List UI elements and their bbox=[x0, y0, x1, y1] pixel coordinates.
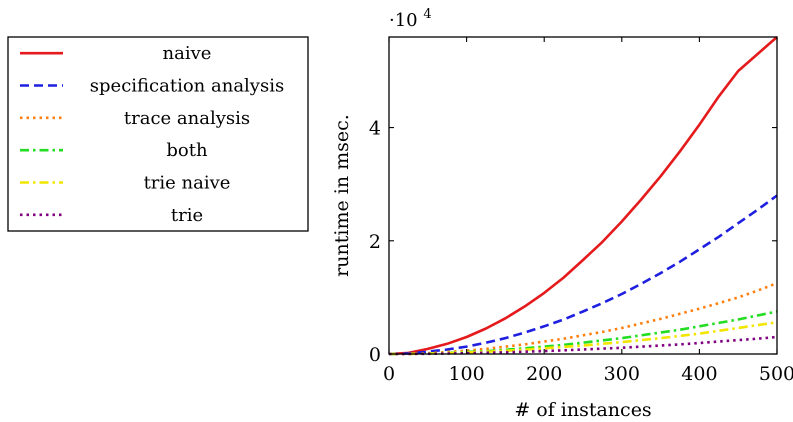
y-multiplier-exponent: 4 bbox=[423, 7, 431, 22]
plot-area: 0 100 200 300 400 500 0 2 4 bbox=[369, 36, 793, 385]
y-tick-label: 0 bbox=[369, 344, 381, 366]
legend-item: trie bbox=[20, 205, 203, 226]
y-tick-label: 2 bbox=[369, 231, 381, 253]
x-axis-label: # of instances bbox=[514, 399, 651, 421]
legend-label: both bbox=[166, 140, 208, 161]
series-line-both bbox=[388, 310, 778, 356]
series-line-specification-analysis bbox=[388, 194, 778, 356]
chart-legend: naive specification analysis trace analysi… bbox=[7, 36, 309, 232]
x-tick-label: 400 bbox=[681, 363, 717, 385]
legend-label: trace analysis bbox=[124, 108, 250, 129]
y-tick-label: 4 bbox=[369, 118, 381, 140]
legend-item: specification analysis bbox=[20, 76, 284, 97]
axis-frame bbox=[388, 36, 778, 355]
y-multiplier-base: ·10 bbox=[389, 10, 418, 31]
legend-label: trie naive bbox=[144, 173, 231, 194]
legend-item: both bbox=[20, 140, 208, 161]
legend-label: specification analysis bbox=[90, 76, 284, 97]
x-tick-label: 500 bbox=[759, 363, 793, 385]
x-tick-label: 0 bbox=[383, 363, 395, 385]
series-line-trace-analysis bbox=[388, 281, 778, 356]
legend-item: trace analysis bbox=[20, 108, 250, 129]
y-axis-multiplier: ·10 4 bbox=[389, 7, 432, 31]
legend-label: trie bbox=[171, 205, 203, 226]
legend-item: naive bbox=[20, 43, 211, 64]
series-line-trie bbox=[388, 335, 778, 356]
x-tick-label: 100 bbox=[448, 363, 484, 385]
x-tick-label: 300 bbox=[604, 363, 640, 385]
legend-label: naive bbox=[163, 43, 212, 64]
legend-item: trie naive bbox=[20, 173, 230, 194]
x-tick-label: 200 bbox=[526, 363, 562, 385]
legend-frame bbox=[7, 36, 309, 232]
series-layer bbox=[388, 36, 778, 356]
tick-layer: 0 100 200 300 400 500 0 2 4 bbox=[369, 37, 793, 385]
series-line-naive bbox=[388, 36, 778, 356]
series-line-trie-naive bbox=[388, 321, 778, 356]
y-axis-label: runtime in msec. bbox=[331, 114, 353, 277]
